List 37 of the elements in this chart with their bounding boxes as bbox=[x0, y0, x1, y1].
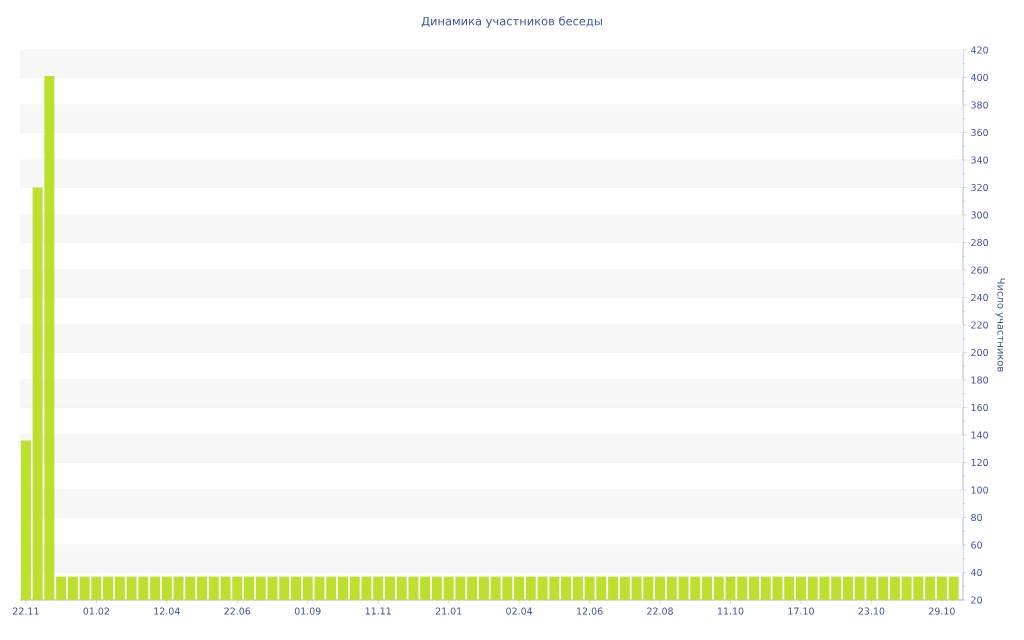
y-tick-label: 120 bbox=[971, 458, 988, 467]
y-tick-label: 140 bbox=[971, 431, 988, 439]
x-tick-label: 01.09 bbox=[294, 607, 321, 615]
x-tick-label: 21.01 bbox=[435, 607, 462, 615]
x-tick-label: 22.06 bbox=[224, 607, 251, 615]
y-tick-label: 280 bbox=[971, 238, 988, 247]
x-tick-label: 11.11 bbox=[365, 607, 391, 615]
y-tick-label: 220 bbox=[971, 321, 988, 329]
y-tick-label: 180 bbox=[971, 376, 988, 384]
x-tick-label: 02.04 bbox=[506, 607, 533, 615]
y-tick-label: 240 bbox=[971, 293, 988, 302]
x-tick-label: 22.08 bbox=[647, 607, 673, 615]
y-tick-label: 20 bbox=[971, 596, 982, 604]
y-tick-label: 300 bbox=[971, 211, 988, 219]
x-tick-label: 23.10 bbox=[858, 607, 885, 615]
y-tick-label: 320 bbox=[971, 183, 988, 192]
x-tick-label: 12.06 bbox=[577, 607, 603, 615]
x-tick-label: 12.04 bbox=[154, 607, 180, 615]
y-tick-label: 200 bbox=[971, 348, 988, 357]
y-tick-label: 160 bbox=[971, 403, 988, 412]
y-tick-label: 40 bbox=[971, 568, 982, 577]
x-tick-label: 17.10 bbox=[788, 607, 814, 615]
y-tick-label: 260 bbox=[971, 266, 988, 274]
x-tick-label: 29.10 bbox=[929, 607, 955, 615]
x-tick-label: 22.11 bbox=[13, 607, 39, 615]
y-tick-label: 380 bbox=[971, 101, 988, 109]
x-tick-label: 01.02 bbox=[83, 607, 109, 615]
y-tick-label: 400 bbox=[971, 73, 988, 82]
y-tick-label: 60 bbox=[971, 541, 982, 549]
y-tick-label: 340 bbox=[971, 156, 988, 164]
y-axis-title: Число участников bbox=[995, 278, 1005, 372]
chart-title: Динамика участников беседы bbox=[421, 16, 602, 28]
y-tick-label: 80 bbox=[971, 513, 982, 522]
y-tick-label: 360 bbox=[971, 128, 988, 137]
x-tick-label: 11.10 bbox=[718, 607, 744, 615]
y-tick-label: 100 bbox=[971, 486, 988, 494]
y-tick-label: 420 bbox=[971, 46, 988, 54]
